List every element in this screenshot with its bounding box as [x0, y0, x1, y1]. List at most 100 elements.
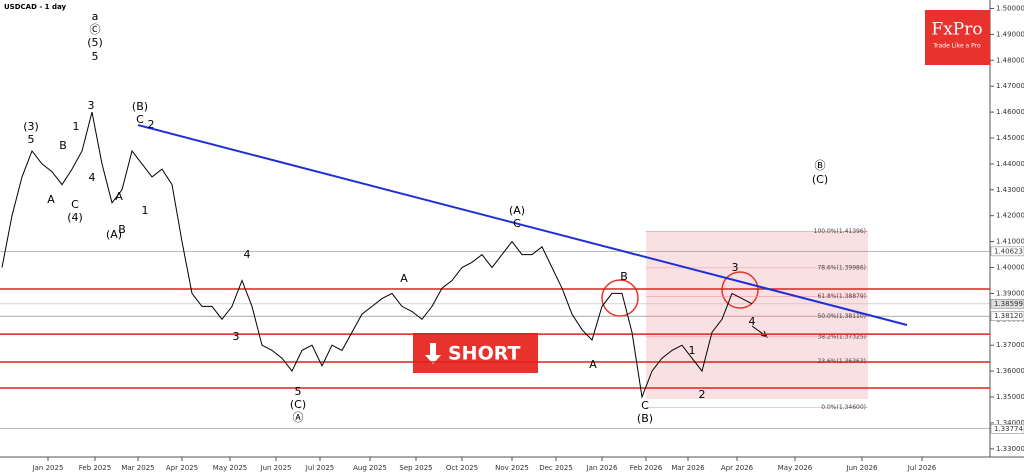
short-button: SHORT [413, 333, 538, 373]
fib-label: 78.6%(1.39986) [817, 264, 866, 271]
fib-label: 100.0%(1.41396) [814, 228, 866, 235]
y-tick-label: 1.40000 [996, 264, 1024, 272]
price-label: 1.33774 [994, 425, 1023, 433]
wave-label: 1 [142, 204, 149, 217]
wave-label: (B) [637, 412, 653, 425]
x-tick-label: Nov 2025 [495, 464, 529, 472]
x-tick-label: Mar 2026 [671, 464, 705, 472]
wave-label: A [47, 193, 55, 206]
price-tag [990, 246, 1024, 257]
price-label: 1.38599 [994, 300, 1023, 308]
y-tick-label: 1.43000 [996, 186, 1024, 194]
chart-title: USDCAD - 1 day [4, 3, 67, 11]
fib-label: 50.0%(1.38110) [817, 313, 866, 320]
x-tick-label: Feb 2026 [630, 464, 663, 472]
wave-label: Ⓐ [293, 411, 304, 424]
x-tick-label: Apr 2025 [166, 464, 198, 472]
x-tick-label: Jan 2025 [32, 464, 64, 472]
wave-label: a [92, 10, 99, 23]
wave-label: 5 [28, 133, 35, 146]
x-tick-label: May 2026 [778, 464, 813, 472]
wave-label: 1 [689, 344, 696, 357]
x-tick-label: Dec 2025 [539, 464, 573, 472]
wave-label: 3 [233, 330, 240, 343]
wave-label: C [71, 198, 79, 211]
wave-label: C [136, 113, 144, 126]
y-tick-label: 1.48000 [996, 56, 1024, 64]
x-tick-label: Jul 2025 [305, 464, 335, 472]
wave-label: C [513, 217, 521, 230]
x-tick-label: Apr 2026 [721, 464, 754, 472]
wave-label: (C) [812, 173, 828, 186]
price-tag [990, 311, 1024, 321]
y-tick-label: 1.36000 [996, 367, 1024, 375]
highlight-circle [721, 271, 759, 309]
fib-label: 0.0%(1.34600) [821, 404, 866, 411]
wave-label: Ⓒ [90, 23, 101, 36]
wave-label: 4 [89, 171, 96, 184]
wave-label: 2 [699, 388, 706, 401]
fib-label: 38.2%(1.37325) [817, 333, 866, 340]
wave-label: 3 [732, 261, 739, 274]
y-tick-label: 1.39000 [996, 289, 1024, 297]
wave-label: A [589, 358, 597, 371]
wave-label: (A) [106, 228, 122, 241]
x-tick-label: Jan 2026 [586, 464, 618, 472]
y-tick-label: 1.46000 [996, 108, 1024, 116]
price-tag [990, 424, 1024, 434]
logo [925, 10, 990, 65]
wave-label: 5 [295, 385, 302, 398]
wave-label: B [620, 270, 628, 283]
logo-tagline: Trade Like a Pro [932, 43, 981, 50]
price-label: 1.40623 [994, 247, 1023, 255]
wave-label: (4) [67, 211, 83, 224]
price-label: 1.38120 [994, 312, 1023, 320]
trendline [137, 124, 908, 326]
wave-label: B [118, 223, 126, 236]
highlight-circle [601, 279, 639, 317]
x-tick-label: Jul 2026 [907, 464, 937, 472]
x-tick-label: Aug 2025 [353, 464, 387, 472]
x-tick-label: Mar 2025 [121, 464, 154, 472]
y-tick-label: 1.42000 [996, 212, 1024, 220]
wave-label: (5) [87, 36, 103, 49]
x-tick-label: Sep 2025 [399, 464, 432, 472]
y-tick-label: 1.37000 [996, 341, 1024, 349]
price-tag [990, 299, 1024, 309]
wave-label: 3 [88, 99, 95, 112]
y-tick-label: 1.44000 [996, 160, 1024, 168]
y-tick-label: 1.41000 [996, 238, 1024, 246]
x-tick-label: Jun 2026 [846, 464, 879, 472]
price-line [1, 111, 753, 399]
y-tick-label: 1.34000 [996, 419, 1024, 427]
logo-brand: FxPro [931, 20, 982, 40]
x-tick-label: Jun 2025 [260, 464, 292, 472]
fib-label: 61.8%(1.38879) [817, 293, 866, 300]
wave-label: A [115, 190, 123, 203]
wave-label: (B) [132, 100, 148, 113]
wave-label: C [641, 399, 649, 412]
fib-box [646, 231, 868, 399]
y-tick-label: 1.33000 [996, 445, 1024, 453]
x-tick-label: Feb 2025 [79, 464, 111, 472]
x-tick-label: Oct 2025 [446, 464, 478, 472]
wave-label: 4 [749, 315, 756, 328]
wave-label: 5 [92, 50, 99, 63]
wave-label: B [59, 139, 67, 152]
wave-label: (C) [290, 398, 306, 411]
wave-label: 4 [244, 248, 251, 261]
down-arrow [425, 343, 441, 364]
wave-label: 1 [73, 120, 80, 133]
y-tick-label: 1.50000 [996, 4, 1024, 12]
wave-label: Ⓑ [815, 159, 826, 172]
y-tick-label: 1.47000 [996, 82, 1024, 90]
x-tick-label: May 2025 [213, 464, 248, 472]
y-tick-label: 1.35000 [996, 393, 1024, 401]
y-tick-label: 1.49000 [996, 30, 1024, 38]
wave-label: 2 [148, 118, 155, 131]
button-label: SHORT [448, 343, 521, 365]
y-tick-label: 1.45000 [996, 134, 1024, 142]
